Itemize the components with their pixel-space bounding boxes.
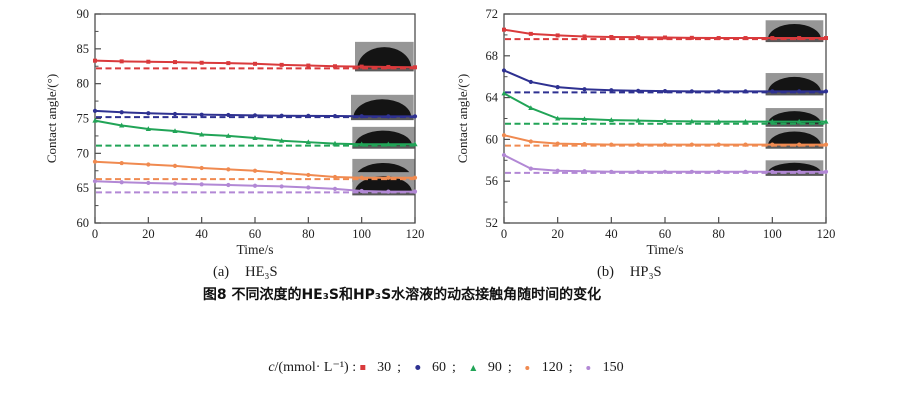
x-tick-label: 40 <box>605 227 618 241</box>
series-60 <box>501 68 829 94</box>
y-tick-label: 90 <box>77 7 90 21</box>
y-tick-label: 68 <box>486 49 499 63</box>
legend-marker-30 <box>360 365 366 370</box>
legend-prefix: /(mmol· L⁻¹) : <box>274 360 357 375</box>
series-60 <box>92 108 418 119</box>
x-tick-label: 80 <box>712 227 725 241</box>
y-tick-label: 85 <box>77 42 90 56</box>
legend-prefix-italic: c <box>268 359 275 375</box>
legend-marker-120 <box>525 365 530 370</box>
y-tick-label: 52 <box>486 216 499 230</box>
y-axis: 52 56 60 64 68 72 <box>486 7 510 230</box>
y-axis-label: Contact angle/(°) <box>455 74 470 163</box>
x-tick-label: 120 <box>817 227 836 241</box>
sessile-droplet-photo <box>765 73 824 96</box>
legend-separator: ; <box>507 359 512 375</box>
series-90 <box>501 90 829 124</box>
caption-a-label: HE₃S <box>245 264 278 280</box>
y-tick-label: 65 <box>77 181 90 195</box>
x-tick-label: 120 <box>406 227 425 241</box>
legend-label-90: 90 <box>487 359 502 375</box>
legend-separator: ; <box>452 359 456 375</box>
chart-hp3s: 52 56 60 64 68 72 0 20 40 60 80 100 120 Time/s Contact… <box>455 7 836 257</box>
y-tick-label: 80 <box>77 77 90 91</box>
sessile-droplet-photo <box>765 20 824 43</box>
x-tick-label: 100 <box>352 227 371 241</box>
x-tick-label: 40 <box>195 227 208 241</box>
x-axis-label: Time/s <box>646 242 683 257</box>
caption-a-index: (a) <box>213 264 230 280</box>
legend-label-30: 30 <box>377 359 392 375</box>
chart-he3s: 60 65 70 75 80 85 90 0 20 40 60 80 100 120 Time/s Conta… <box>44 7 425 257</box>
x-tick-label: 100 <box>763 227 782 241</box>
legend-label-120: 120 <box>541 359 563 375</box>
legend-separator: ; <box>397 359 402 375</box>
legend-label-60: 60 <box>432 359 447 375</box>
legend-marker-90 <box>469 364 476 371</box>
legend-label-150: 150 <box>602 359 624 375</box>
x-tick-label: 60 <box>659 227 672 241</box>
x-axis-label: Time/s <box>236 242 273 257</box>
x-axis: 0 20 40 60 80 100 120 <box>501 217 836 241</box>
caption-b-index: (b) <box>597 264 614 280</box>
legend-marker-150 <box>586 365 591 370</box>
series-30 <box>502 27 828 41</box>
series-150 <box>501 152 829 174</box>
sessile-droplet-photo <box>765 127 824 149</box>
y-axis-label: Contact angle/(°) <box>44 74 59 163</box>
series-120 <box>501 133 829 147</box>
x-tick-label: 80 <box>302 227 315 241</box>
series-30 <box>93 58 417 70</box>
figure-title: 图8 不同浓度的HE₃S和HP₃S水溶液的动态接触角随时间的变化 <box>202 287 602 303</box>
x-tick-label: 60 <box>249 227 262 241</box>
legend-marker-60 <box>415 365 421 370</box>
subplot-caption-a: (a) HE₃S <box>213 263 278 281</box>
y-tick-label: 64 <box>486 91 499 105</box>
y-tick-label: 56 <box>486 174 499 188</box>
x-tick-label: 20 <box>142 227 155 241</box>
series-150 <box>92 179 418 194</box>
y-axis: 60 65 70 75 80 85 90 <box>77 7 101 230</box>
sessile-droplet-photo <box>352 126 415 149</box>
x-tick-label: 20 <box>551 227 564 241</box>
y-tick-label: 75 <box>77 112 90 126</box>
series-120 <box>92 159 418 180</box>
y-tick-label: 60 <box>77 216 90 230</box>
x-tick-label: 0 <box>92 227 98 241</box>
legend-separator: ; <box>568 359 573 375</box>
y-tick-label: 60 <box>486 132 499 146</box>
series-90 <box>92 117 418 147</box>
x-tick-label: 0 <box>501 227 507 241</box>
y-tick-label: 70 <box>77 146 90 160</box>
legend: c/(mmol· L⁻¹) : 30; 60; 90; 120; 150 <box>268 359 629 376</box>
y-tick-label: 72 <box>486 7 499 21</box>
caption-b-label: HP₃S <box>629 264 662 280</box>
subplot-caption-b: (b) HP₃S <box>597 263 662 281</box>
x-axis: 0 20 40 60 80 100 120 <box>92 217 425 241</box>
